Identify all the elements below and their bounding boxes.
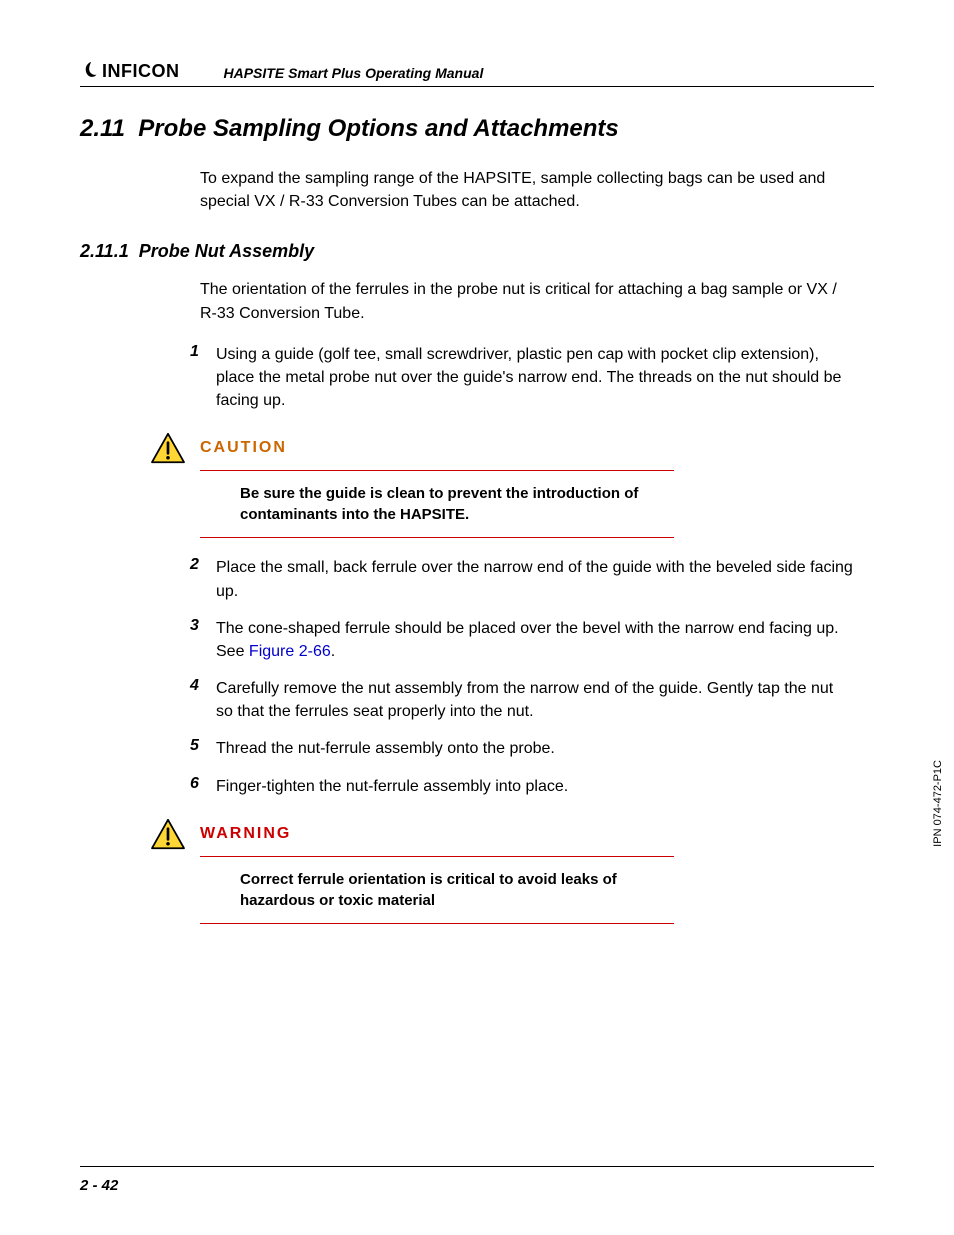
caution-rule-bottom bbox=[200, 537, 674, 538]
brand-text: INFICON bbox=[102, 61, 180, 82]
warning-callout: WARNING Correct ferrule orientation is c… bbox=[200, 818, 674, 924]
step-text: Finger-tighten the nut-ferrule assembly … bbox=[216, 775, 568, 798]
step-number: 6 bbox=[190, 775, 216, 798]
step-5: 5 Thread the nut-ferrule assembly onto t… bbox=[190, 737, 854, 760]
side-ipn-label: IPN 074-472-P1C bbox=[932, 760, 944, 847]
warning-label: WARNING bbox=[200, 825, 291, 843]
step-number: 3 bbox=[190, 617, 216, 663]
subsection-title: Probe Nut Assembly bbox=[139, 241, 314, 261]
step-1: 1 Using a guide (golf tee, small screwdr… bbox=[190, 343, 854, 413]
page-number: 2 - 42 bbox=[80, 1177, 118, 1194]
warning-icon bbox=[150, 818, 186, 850]
warning-rule-top bbox=[200, 856, 674, 857]
step-number: 4 bbox=[190, 677, 216, 723]
brand-logo: INFICON bbox=[80, 60, 180, 82]
section-number: 2.11 bbox=[80, 115, 125, 142]
caution-label: CAUTION bbox=[200, 439, 287, 457]
step-text: Place the small, back ferrule over the n… bbox=[216, 556, 854, 602]
brand-icon bbox=[80, 60, 102, 82]
section-intro: To expand the sampling range of the HAPS… bbox=[200, 167, 854, 213]
document-title: HAPSITE Smart Plus Operating Manual bbox=[224, 65, 484, 82]
subsection-intro: The orientation of the ferrules in the p… bbox=[200, 278, 854, 324]
section-heading: 2.11 Probe Sampling Options and Attachme… bbox=[80, 115, 874, 143]
page: INFICON HAPSITE Smart Plus Operating Man… bbox=[0, 0, 954, 1235]
step-number: 2 bbox=[190, 556, 216, 602]
caution-icon bbox=[150, 432, 186, 464]
subsection-number: 2.11.1 bbox=[80, 241, 129, 261]
step-text: Using a guide (golf tee, small screwdriv… bbox=[216, 343, 854, 413]
page-footer: 2 - 42 bbox=[80, 1166, 874, 1195]
figure-link[interactable]: Figure 2-66 bbox=[249, 643, 331, 660]
step-text: The cone-shaped ferrule should be placed… bbox=[216, 617, 854, 663]
caution-rule-top bbox=[200, 470, 674, 471]
step-number: 5 bbox=[190, 737, 216, 760]
page-header: INFICON HAPSITE Smart Plus Operating Man… bbox=[80, 60, 874, 87]
step-2: 2 Place the small, back ferrule over the… bbox=[190, 556, 854, 602]
step-3: 3 The cone-shaped ferrule should be plac… bbox=[190, 617, 854, 663]
step-text-b: . bbox=[331, 643, 335, 660]
step-text: Thread the nut-ferrule assembly onto the… bbox=[216, 737, 555, 760]
step-text: Carefully remove the nut assembly from t… bbox=[216, 677, 854, 723]
step-4: 4 Carefully remove the nut assembly from… bbox=[190, 677, 854, 723]
section-title: Probe Sampling Options and Attachments bbox=[138, 115, 619, 142]
warning-rule-bottom bbox=[200, 923, 674, 924]
subsection-heading: 2.11.1 Probe Nut Assembly bbox=[80, 241, 874, 262]
step-number: 1 bbox=[190, 343, 216, 413]
caution-body: Be sure the guide is clean to prevent th… bbox=[240, 483, 674, 525]
step-6: 6 Finger-tighten the nut-ferrule assembl… bbox=[190, 775, 854, 798]
caution-callout: CAUTION Be sure the guide is clean to pr… bbox=[200, 432, 674, 538]
warning-body: Correct ferrule orientation is critical … bbox=[240, 869, 674, 911]
